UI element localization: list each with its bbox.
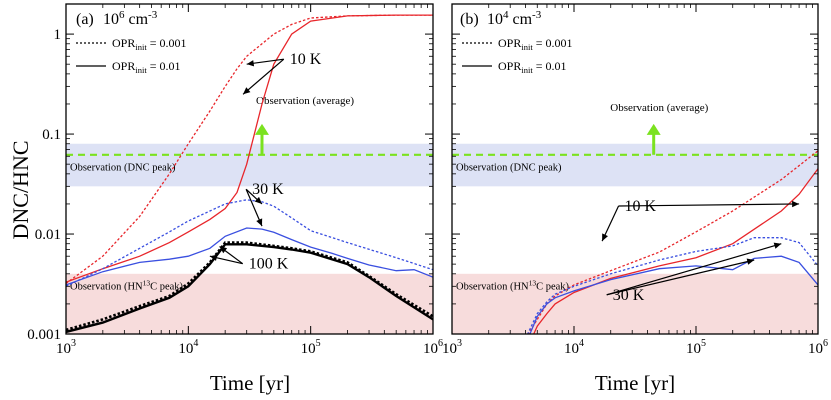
annotation-arrowhead	[773, 242, 782, 249]
panel-b: Observation (DNC peak) Observation (HN13C…	[442, 3, 828, 395]
legend-label: OPRinit = 0.001	[112, 36, 186, 52]
annotation-10k: 10 K	[625, 198, 657, 215]
x-tick-label: 105	[686, 338, 706, 357]
series-10k-opr-0001	[66, 14, 433, 285]
x-axis-label-a: Time [yr]	[210, 371, 290, 395]
legend-label: OPRinit = 0.01	[498, 59, 566, 75]
annotation-arrowhead	[746, 258, 755, 265]
panel-a-letter: (a)	[76, 11, 94, 28]
annotation-10k: 10 K	[290, 51, 322, 68]
series-30k-opr-001	[529, 255, 818, 334]
series-30k-opr-0001	[66, 199, 433, 287]
y-tick-label: 0.01	[35, 227, 61, 243]
annotation-100k: 100 K	[249, 256, 289, 273]
annotation-arrowhead	[209, 254, 218, 261]
average-label: Observation (average)	[610, 102, 708, 114]
plot-frame-b	[451, 3, 819, 335]
annotation-arrowhead	[243, 87, 251, 95]
band-hn13c-peak	[66, 273, 433, 334]
panel-a: Observation (DNC peak) Observation (HN13C…	[27, 3, 443, 395]
annotation-arrow	[242, 58, 285, 95]
plot-frame-a	[65, 3, 434, 335]
annotation-30k: 30 K	[252, 181, 284, 198]
x-tick-label: 103	[442, 338, 462, 357]
average-arrow-head	[646, 123, 661, 135]
annotation-arrowhead	[254, 196, 262, 204]
y-tick-label: 1	[54, 27, 62, 43]
legend-label: OPRinit = 0.01	[112, 59, 180, 75]
annotation-arrow	[618, 203, 800, 207]
annotation-arrow	[606, 243, 782, 296]
annotation-arrowhead	[792, 200, 800, 208]
series-30k-opr-0001	[526, 237, 818, 334]
x-axis-label-b: Time [yr]	[595, 371, 675, 395]
x-tick-label: 104	[178, 338, 198, 357]
series-10k-opr-0001	[527, 150, 818, 334]
annotation-30k: 30 K	[613, 287, 645, 304]
annotation-arrowhead	[219, 246, 228, 254]
series-100k-opr-0001	[66, 241, 433, 332]
series-100k-opr-001	[66, 243, 433, 334]
legend-label: OPRinit = 0.001	[498, 36, 572, 52]
series-10k-opr-001	[533, 168, 818, 334]
y-tick-label: 0.1	[42, 127, 61, 143]
x-tick-label: 106	[808, 338, 828, 357]
x-tick-label: 105	[301, 338, 321, 357]
panel-b-letter: (b)	[460, 11, 479, 28]
band-label: Observation (HN13C peak)	[70, 278, 184, 292]
panel-a-density: 106 cm-3	[103, 9, 158, 28]
average-label: Observation (average)	[256, 95, 354, 107]
band-label: Observation (HN13C peak)	[456, 278, 570, 292]
series-10k-opr-001	[66, 14, 433, 283]
annotation-arrowhead	[602, 233, 608, 242]
x-tick-label: 104	[564, 338, 584, 357]
band-label: Observation (DNC peak)	[70, 163, 176, 174]
band-hn13c-peak	[452, 273, 818, 334]
panel-b-density: 104 cm-3	[487, 9, 542, 28]
x-tick-label: 103	[56, 338, 76, 357]
y-axis-label: DNC/HNC	[8, 140, 33, 239]
annotation-arrow	[606, 259, 755, 296]
y-tick-label: 0.001	[27, 327, 61, 343]
x-tick-label: 106	[423, 338, 443, 357]
band-label: Observation (DNC peak)	[456, 163, 562, 174]
series-30k-opr-001	[66, 227, 433, 286]
annotation-arrowhead	[256, 218, 263, 227]
band-dnc-peak	[452, 143, 818, 187]
average-arrow-head	[254, 123, 269, 135]
annotation-arrowhead	[246, 60, 255, 67]
